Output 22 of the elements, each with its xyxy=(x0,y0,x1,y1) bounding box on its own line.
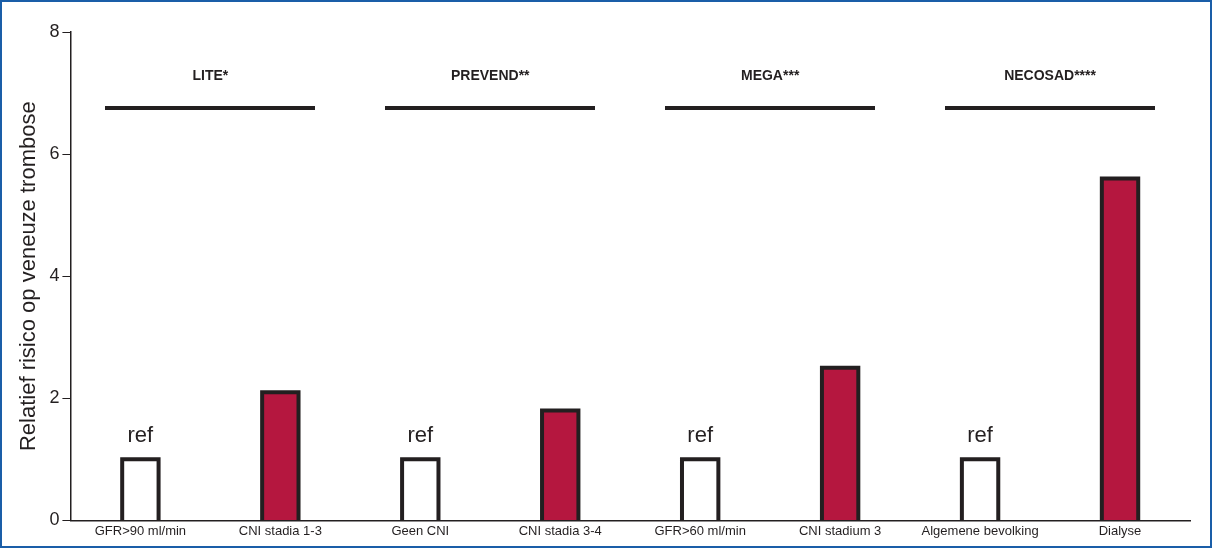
y-tick-label: 8 xyxy=(49,20,60,41)
x-tick-label: CNI stadium 3 xyxy=(798,522,882,538)
annotation: ref xyxy=(687,422,714,448)
y-tick-label: 2 xyxy=(49,387,60,408)
y-axis-title: Relatief risico op veneuze trombose xyxy=(15,101,41,452)
x-tick-label: Dialyse xyxy=(1098,522,1142,538)
annotation: ref xyxy=(407,422,434,448)
annotation: NECOSAD**** xyxy=(1004,66,1097,83)
x-tick-label: CNI stadia 1-3 xyxy=(238,522,322,538)
y-tick-label: 4 xyxy=(49,265,60,286)
annotation: PREVEND** xyxy=(450,66,531,83)
y-tick-label: 6 xyxy=(49,143,60,164)
x-tick-label: GFR>90 ml/min xyxy=(94,522,187,538)
x-tick-label: CNI stadia 3-4 xyxy=(518,522,602,538)
y-tick-label: 0 xyxy=(49,509,60,530)
x-tick-label: Algemene bevolking xyxy=(921,522,1039,538)
annotation: MEGA*** xyxy=(740,66,800,83)
x-tick-label: Geen CNI xyxy=(391,522,450,538)
x-tick-label: GFR>60 ml/min xyxy=(654,522,746,538)
annotation: ref xyxy=(967,422,994,448)
annotation: LITE* xyxy=(192,66,229,83)
annotation: ref xyxy=(127,422,155,448)
